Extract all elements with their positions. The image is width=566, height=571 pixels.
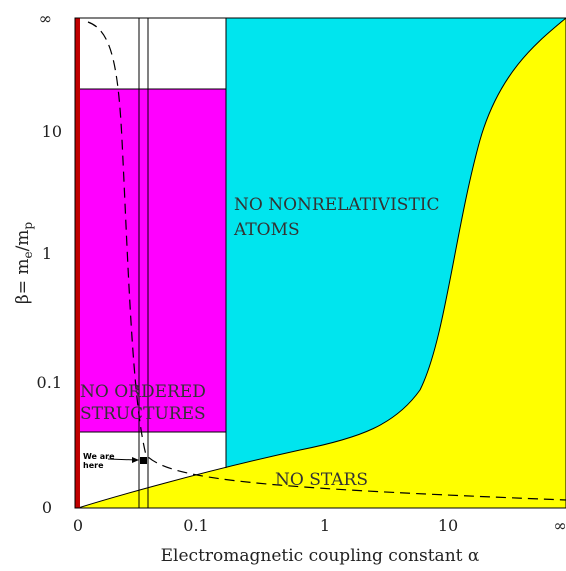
y-tick-1: 0.1 [37, 373, 62, 392]
y-axis-label: β= me/mp [13, 222, 35, 305]
no-stars-region [77, 17, 566, 509]
region-label-ordered-1: NO ORDERED [80, 382, 206, 402]
no-ordered-structures-region [78, 89, 226, 432]
y-tick-2: 1 [42, 244, 52, 263]
y-label-main: β= m [13, 259, 33, 305]
region-label-stars: NO STARS [275, 470, 368, 490]
region-label-atoms-1: NO NONRELATIVISTIC [234, 195, 440, 215]
annotation-line-1: We are [83, 452, 115, 461]
y-label-sub-e: e [21, 251, 35, 258]
x-axis-label: Electromagnetic coupling constant α [161, 546, 480, 566]
y-tick-0: 0 [42, 498, 52, 517]
x-tick-2: 1 [320, 516, 330, 535]
x-tick-3: 10 [438, 516, 458, 535]
y-tick-3: 10 [42, 122, 62, 141]
we-are-here-marker [140, 457, 147, 464]
region-label-ordered-2: STRUCTURES [80, 404, 206, 424]
y-tick-4: ∞ [39, 9, 52, 28]
region-label-atoms-2: ATOMS [233, 220, 300, 240]
dashed-curve [87, 21, 566, 501]
x-tick-0: 0 [73, 516, 83, 535]
y-label-sub-p: p [21, 222, 35, 230]
x-tick-1: 0.1 [183, 516, 208, 535]
plot-frame [74, 17, 566, 509]
we-are-here-arrowhead [132, 457, 139, 463]
left-red-bar [75, 18, 80, 508]
y-label-slash: /m [13, 230, 33, 252]
annotation-line-2: here [83, 461, 104, 470]
x-tick-4: ∞ [553, 516, 566, 535]
